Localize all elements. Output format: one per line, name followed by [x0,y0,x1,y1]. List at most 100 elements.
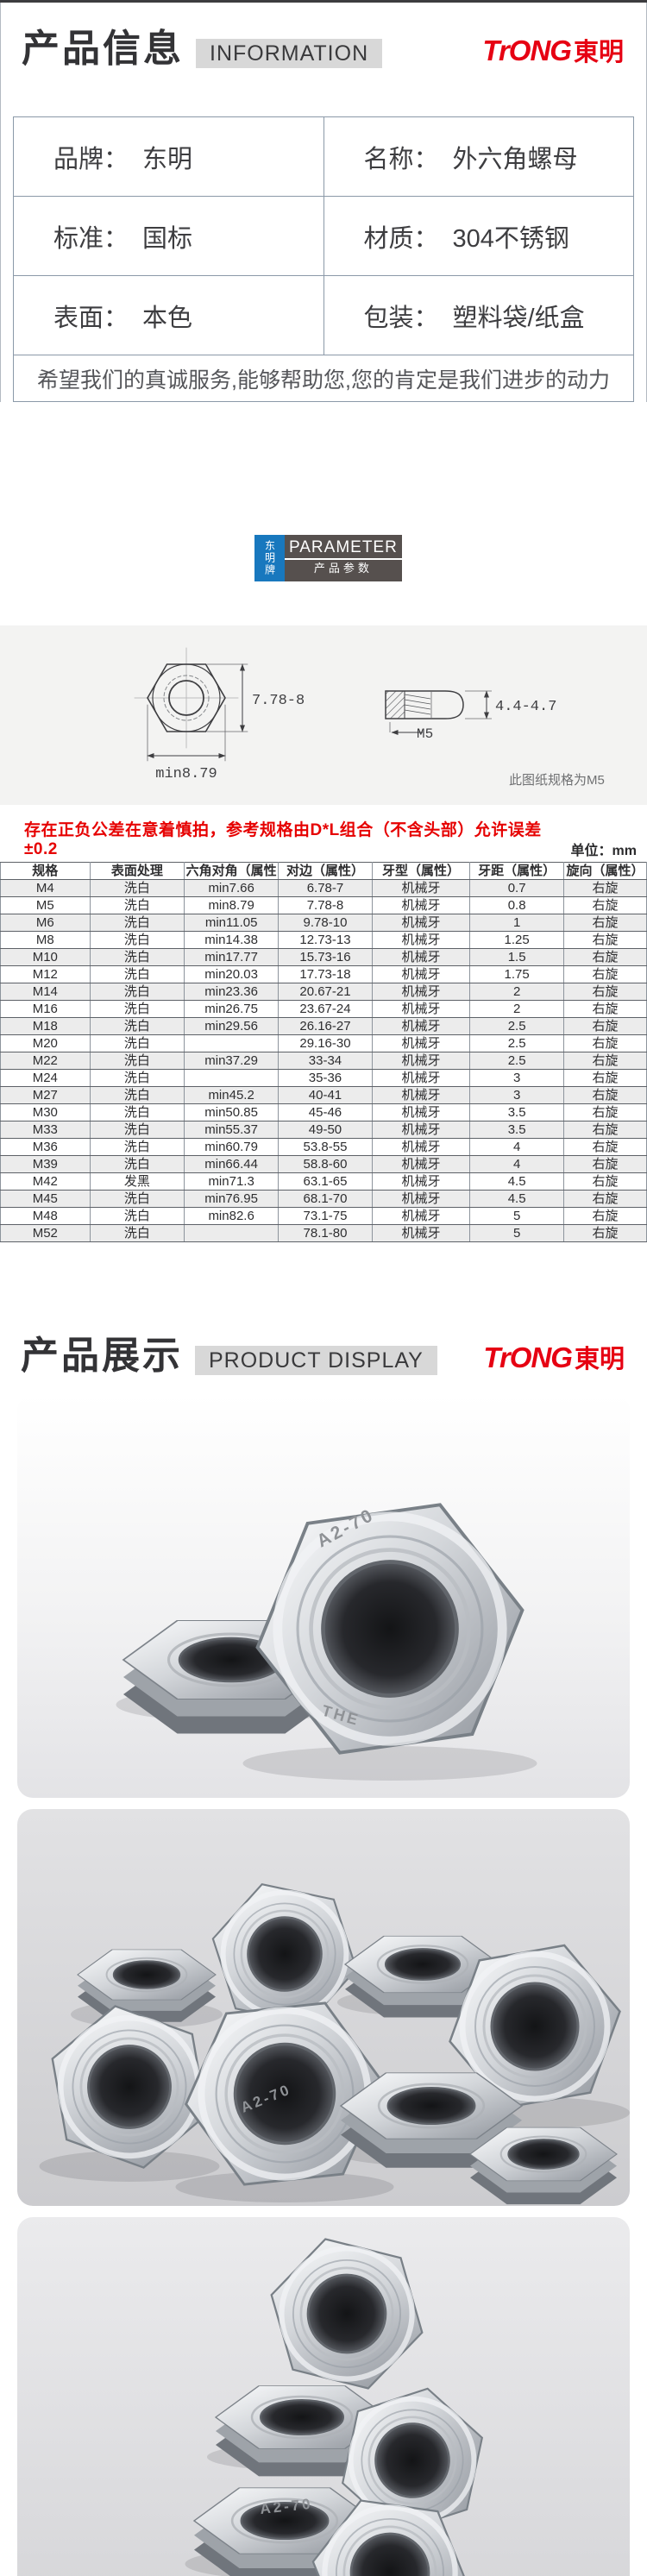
spec-cell-threadtype: 机械牙 [371,1000,471,1018]
thread-size-label: M5 [417,726,433,742]
technical-drawing-panel: 7.78-8 min8.79 4.4 [0,625,647,805]
spec-cell-flats: 6.78-7 [278,879,373,897]
display-title: 产品展示 [21,1335,183,1377]
spec-cell-threadtype: 机械牙 [371,1052,471,1070]
spec-cell-threadtype: 机械牙 [371,1155,471,1173]
info-section-header: 产品信息 INFORMATION TrONG 東明 [1,3,646,68]
spec-cell-size: M45 [0,1190,91,1208]
brand-logo-latin: TrONG [483,1341,573,1373]
spec-cell-pitch: 2.5 [469,1034,565,1052]
parameter-badge: 东明牌 PARAMETER 产品参数 [254,535,402,581]
spec-cell-size: M33 [0,1121,91,1139]
spec-cell-finish: 洗白 [89,1207,185,1225]
product-info-table: 品牌： 东明 名称： 外六角螺母 标准： 国标 材质： 304不锈钢 表面： 本色 包装：… [13,116,634,355]
spec-cell-finish: 洗白 [89,1086,185,1104]
drawing-side-view: 4.4-4.7 M5 [385,690,556,742]
field-label: 材质： [363,224,439,253]
spec-cell-corner: min37.29 [184,1052,280,1070]
display-section-header: 产品展示 PRODUCT DISPLAY TrONG 東明 [0,1310,647,1375]
field-value: 塑料袋/纸盒 [452,304,585,332]
spec-cell-size: M4 [0,879,91,897]
spec-cell-size: M42 [0,1172,91,1191]
spec-cell-threadtype: 机械牙 [371,1172,471,1191]
table-row: M36 洗白 min60.79 53.8-55 机械牙 4 右旋 [0,1138,647,1156]
spec-cell-direction: 右旋 [563,1138,647,1156]
spec-cell-finish: 洗白 [89,931,185,949]
brand-logo-latin: TrONG [482,35,572,66]
technical-drawing: 7.78-8 min8.79 4.4 [134,647,605,788]
spec-cell-finish: 洗白 [89,983,185,1001]
spec-cell-corner: min45.2 [184,1086,280,1104]
page-title: 产品信息 [22,28,184,70]
spec-cell-direction: 右旋 [563,1103,647,1122]
spec-table-body: M4 洗白 min7.66 6.78-7 机械牙 0.7 右旋 M5 洗白 mi… [0,879,647,1242]
table-row: M16 洗白 min26.75 23.67-24 机械牙 2 右旋 [0,1000,647,1018]
spec-cell-flats: 45-46 [278,1103,373,1122]
spec-cell-finish: 洗白 [89,965,185,983]
spec-cell-threadtype: 机械牙 [371,1190,471,1208]
table-row: M10 洗白 min17.77 15.73-16 机械牙 1.5 右旋 [0,948,647,966]
info-cell-material: 材质： 304不锈钢 [323,196,634,276]
spec-cell-size: M18 [0,1017,91,1035]
spec-cell-corner: min11.05 [184,914,280,932]
spec-cell-finish: 洗白 [89,914,185,932]
info-cell-standard: 标准： 国标 [13,196,324,276]
spec-cell-size: M8 [0,931,91,949]
spec-cell-threadtype: 机械牙 [371,1207,471,1225]
hex-nut-illustration: A2-70 [17,1809,630,2206]
spec-cell-corner: min14.38 [184,931,280,949]
spec-cell-corner [184,1224,280,1242]
spec-table: 规格 表面处理 六角对角（属性 对边（属性） 牙型（属性） 牙距（属性） 旋向（… [0,862,647,1242]
spec-cell-flats: 17.73-18 [278,965,373,983]
field-value: 东明 [142,145,193,173]
spec-cell-size: M16 [0,1000,91,1018]
spec-cell-finish: 洗白 [89,1224,185,1242]
spec-cell-threadtype: 机械牙 [371,1103,471,1122]
brand-logo: TrONG 東明 [482,32,624,68]
spec-cell-flats: 49-50 [278,1121,373,1139]
spec-cell-direction: 右旋 [563,914,647,932]
spec-cell-size: M24 [0,1069,91,1087]
spec-cell-threadtype: 机械牙 [371,1069,471,1087]
table-row: M6 洗白 min11.05 9.78-10 机械牙 1 右旋 [0,914,647,932]
column-header: 旋向（属性） [563,862,647,880]
info-cell-packaging: 包装： 塑料袋/纸盒 [323,275,634,355]
table-row: M33 洗白 min55.37 49-50 机械牙 3.5 右旋 [0,1121,647,1139]
spec-cell-finish: 洗白 [89,1190,185,1208]
spec-cell-flats: 63.1-65 [278,1172,373,1191]
spec-cell-flats: 7.78-8 [278,896,373,914]
spec-cell-direction: 右旋 [563,1000,647,1018]
spec-cell-direction: 右旋 [563,983,647,1001]
spec-cell-corner: min55.37 [184,1121,280,1139]
field-value: 外六角螺母 [452,145,578,173]
spec-cell-threadtype: 机械牙 [371,896,471,914]
field-value: 本色 [142,304,193,332]
table-row: M48 洗白 min82.6 73.1-75 机械牙 5 右旋 [0,1207,647,1225]
spec-cell-finish: 洗白 [89,879,185,897]
spec-cell-pitch: 1.5 [469,948,565,966]
column-header: 牙型（属性） [371,862,471,880]
spec-cell-pitch: 2.5 [469,1017,565,1035]
spec-cell-flats: 15.73-16 [278,948,373,966]
brand-logo-cjk: 東明 [574,1346,625,1373]
spec-cell-flats: 68.1-70 [278,1190,373,1208]
spec-cell-direction: 右旋 [563,1052,647,1070]
spec-cell-direction: 右旋 [563,1034,647,1052]
spec-cell-direction: 右旋 [563,1069,647,1087]
brand-logo-cjk: 東明 [573,39,624,66]
table-row: 标准： 国标 材质： 304不锈钢 [13,196,634,276]
table-row: M45 洗白 min76.95 68.1-70 机械牙 4.5 右旋 [0,1190,647,1208]
column-header: 规格 [0,862,91,880]
display-subtitle: PRODUCT DISPLAY [195,1345,437,1375]
spec-cell-corner: min60.79 [184,1138,280,1156]
table-row: M8 洗白 min14.38 12.73-13 机械牙 1.25 右旋 [0,931,647,949]
spec-cell-threadtype: 机械牙 [371,1138,471,1156]
spec-cell-threadtype: 机械牙 [371,1121,471,1139]
spec-cell-corner: min26.75 [184,1000,280,1018]
spec-cell-corner: min71.3 [184,1172,280,1191]
spec-cell-direction: 右旋 [563,1017,647,1035]
spec-cell-direction: 右旋 [563,1207,647,1225]
product-photo-3: A2-70 [17,2217,630,2576]
hex-nut-lying [76,1948,217,2023]
